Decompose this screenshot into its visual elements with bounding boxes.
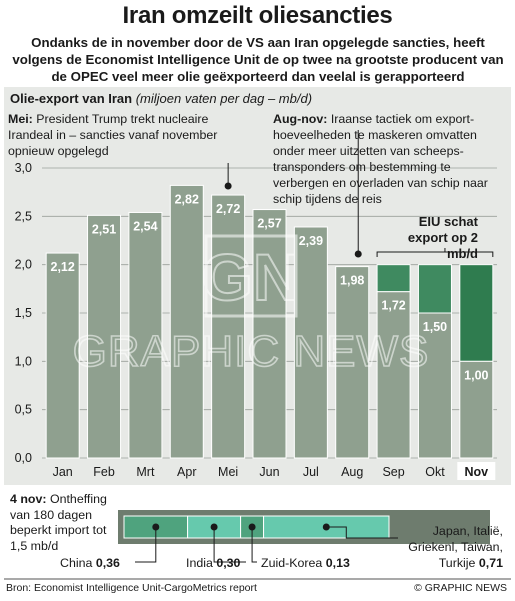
bar-value-label: 1,98 (340, 274, 364, 288)
augnov-annotation: Aug-nov: Iraanse tactiek om export-hoeve… (273, 111, 505, 207)
eiu-annotation: EIU schat export op 2 mb/d (407, 214, 478, 261)
x-tick-label: Mei (218, 465, 238, 479)
waiver-label: India 0,30 (186, 556, 241, 570)
bar (128, 211, 163, 459)
waiver-label-name: Turkije (439, 556, 479, 570)
bar-value-label: 2,12 (51, 260, 75, 274)
bar-value-label: 2,72 (216, 202, 240, 216)
augnov-annotation-text: Iraanse tactiek om export-hoeveelheden t… (273, 112, 488, 206)
x-tick-label: Sep (382, 465, 404, 479)
waiver-leader-line (251, 527, 257, 563)
eiu-bracket (376, 248, 494, 257)
watermark-logo-text: GN (202, 240, 301, 314)
waiver-leader-line (135, 527, 157, 563)
x-tick-label: Jun (259, 465, 279, 479)
chart-label-unit: (miljoen vaten per dag – mb/d) (135, 91, 313, 106)
x-tick-label: Aug (341, 465, 363, 479)
bar (45, 252, 80, 459)
watermark-logo (204, 234, 298, 318)
highlight-box (457, 462, 496, 480)
bar-value-label: 1,72 (381, 299, 405, 313)
waiver-label-value: 0,13 (326, 556, 350, 570)
eiu-estimate-bar (417, 264, 452, 314)
bar (87, 214, 122, 459)
waiver-note-head: 4 nov: (10, 492, 47, 506)
x-tick-label: Mrt (136, 465, 155, 479)
watermark: GN GRAPHIC NEWS (72, 234, 430, 377)
bar (252, 209, 287, 459)
y-tick-label: 2,5 (15, 209, 32, 223)
may-annotation-head: Mei: (8, 112, 33, 126)
source-note: Bron: Economist Intelligence Unit-CargoM… (6, 582, 257, 594)
waiver-label-name: India (186, 556, 216, 570)
waiver-label: China 0,36 (60, 556, 120, 570)
waiver-label-value: 0,30 (216, 556, 240, 570)
y-tick-label: 2,0 (15, 258, 32, 272)
may-annotation: Mei: President Trump trekt nucleaire Ira… (8, 111, 253, 159)
x-tick-label: Okt (425, 465, 445, 479)
augnov-leader-dot (354, 250, 362, 258)
chart-label: Olie-export van Iran (miljoen vaten per … (10, 91, 312, 106)
waiver-note: 4 nov: Ontheffing van 180 dagen beperkt … (10, 492, 120, 554)
waiver-leader-line (326, 526, 398, 539)
page-title: Iran omzeilt oliesancties (122, 2, 393, 29)
waiver-label: Griekenl, Taiwan, (408, 540, 503, 554)
page-subtitle: Ondanks de in november door de VS aan Ir… (12, 35, 504, 84)
may-leader-dot (224, 182, 232, 190)
y-tick-label: 1,5 (15, 306, 32, 320)
eiu-estimate-bar (459, 264, 494, 362)
x-tick-label: Jan (53, 465, 73, 479)
bar (376, 291, 411, 459)
y-tick-label: 0,5 (15, 403, 32, 417)
bar-value-label: 2,39 (299, 234, 323, 248)
y-tick-label: 0,0 (15, 451, 32, 465)
bar (417, 312, 452, 459)
waiver-label-value: 0,71 (479, 556, 503, 570)
bar (459, 360, 494, 459)
waiver-leader-line (213, 527, 246, 563)
chart-label-title: Olie-export van Iran (10, 91, 133, 106)
y-tick-label: 3,0 (15, 161, 32, 175)
augnov-annotation-head: Aug-nov: (273, 112, 328, 126)
eiu-estimate-bar (376, 264, 411, 293)
bar (169, 184, 204, 459)
bar-value-label: 2,57 (257, 217, 281, 231)
waiver-label: Turkije 0,71 (439, 556, 503, 570)
y-tick-label: 1,0 (15, 354, 32, 368)
waiver-label-value: 0,36 (96, 556, 120, 570)
bar (211, 194, 246, 459)
bar-value-label: 1,50 (423, 320, 447, 334)
x-tick-label: Jul (303, 465, 319, 479)
credit: © GRAPHIC NEWS (414, 582, 507, 594)
bar (293, 226, 328, 459)
bar (335, 266, 370, 459)
x-tick-label: Nov (465, 465, 489, 479)
waiver-label: Japan, Italië, (433, 524, 503, 538)
watermark-text: GRAPHIC NEWS (73, 327, 430, 376)
waiver-note-text: Ontheffing van 180 dagen beperkt import … (10, 492, 107, 553)
bar-value-label: 2,54 (133, 219, 157, 233)
may-annotation-text: President Trump trekt nucleaire Irandeal… (8, 112, 218, 158)
waiver-label: Zuid-Korea 0,13 (261, 556, 350, 570)
x-tick-label: Feb (93, 465, 115, 479)
x-tick-label: Apr (177, 465, 196, 479)
bar-value-label: 2,51 (92, 222, 116, 236)
waiver-label-name: Zuid-Korea (261, 556, 326, 570)
bar-value-label: 2,82 (175, 192, 199, 206)
bar-value-label: 1,00 (464, 368, 488, 382)
waiver-label-name: China (60, 556, 96, 570)
